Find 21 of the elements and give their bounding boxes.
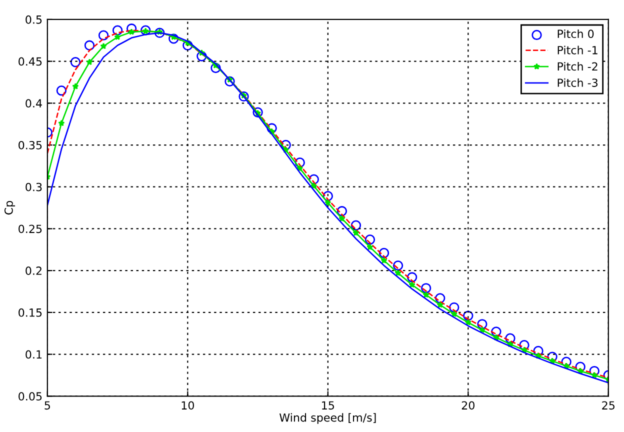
y-tick-label: 0.1: [26, 350, 42, 359]
y-tick-label: 0.2: [26, 266, 42, 275]
y-tick-label: 0.15: [18, 308, 42, 317]
y-tick-label: 0.05: [18, 392, 42, 401]
x-tick-label: 20: [462, 401, 474, 410]
x-tick-label: 5: [44, 401, 50, 410]
x-axis-title: Wind speed [m/s]: [279, 413, 376, 424]
legend-label: Pitch -3: [558, 78, 598, 87]
y-tick-label: 0.35: [18, 140, 42, 150]
y-tick-label: 0.4: [26, 99, 42, 108]
legend-label: Pitch 0: [558, 29, 594, 38]
legend-label: Pitch -1: [558, 46, 598, 54]
y-tick-label: 0.25: [18, 224, 42, 234]
legend-label: Pitch -2: [558, 62, 598, 71]
x-tick-label: 15: [322, 401, 334, 410]
y-tick-label: 0.45: [18, 57, 42, 66]
x-tick-label: 25: [602, 401, 614, 410]
x-tick-label: 10: [182, 401, 194, 410]
y-axis-title: Cp: [4, 200, 16, 215]
y-tick-label: 0.5: [26, 15, 42, 24]
y-tick-label: 0.3: [26, 182, 42, 192]
